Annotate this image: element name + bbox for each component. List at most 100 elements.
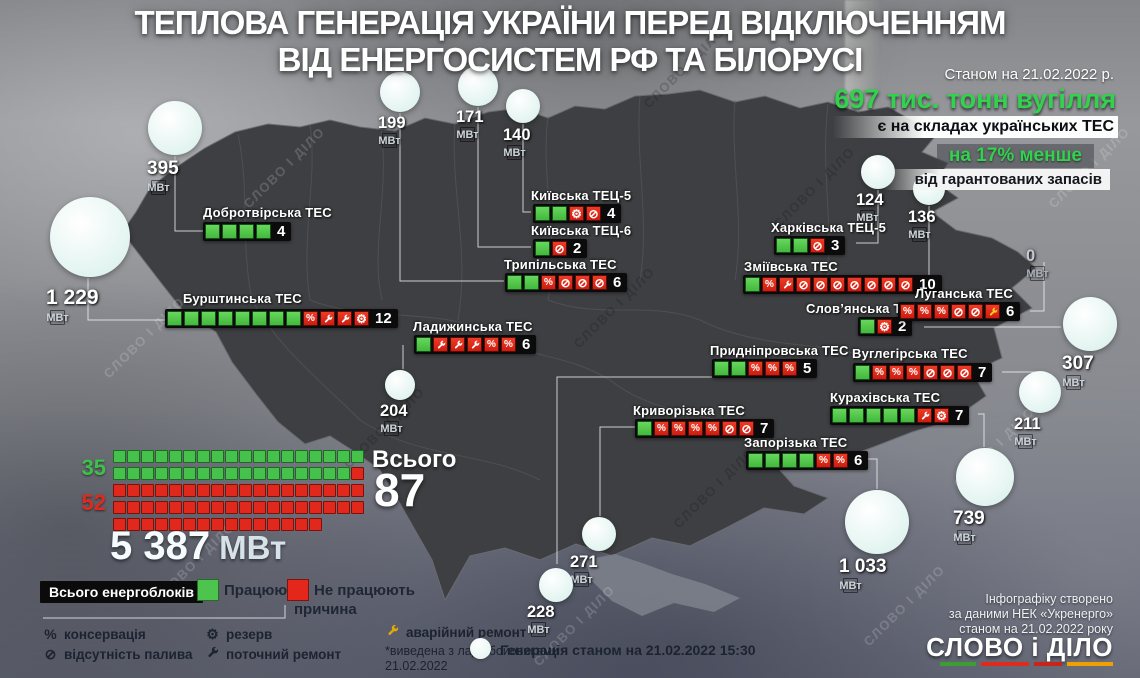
wrench-icon (205, 646, 220, 662)
summary-unit-not-working (183, 484, 196, 497)
generation-value: 395 МВт (147, 158, 179, 195)
percent-glyph: % (836, 454, 845, 466)
unit-cons-icon: % (833, 453, 848, 468)
summary-unit-not-working (225, 518, 238, 531)
no-fuel-label: відсутність палива (64, 647, 193, 662)
plant-name: Курахівська ТЕС (830, 390, 941, 405)
unit-working (748, 453, 763, 468)
unit-repair-icon (320, 311, 335, 326)
summary-capacity-unit: МВт (219, 529, 287, 566)
generation-value: 199 МВт (378, 114, 406, 148)
unit-fuel-icon: ⊘ (898, 277, 913, 292)
summary-unit-working (281, 467, 294, 480)
generation-circle (1019, 371, 1061, 413)
unit-cons-icon: % (934, 304, 949, 319)
summary-unit-not-working (253, 518, 266, 531)
unit-cons-icon: % (654, 421, 669, 436)
unit-working (205, 224, 220, 239)
unit-emergency-icon (985, 304, 1000, 319)
destroyed-date: 21.02.2022 (385, 659, 448, 673)
unit-working (201, 311, 216, 326)
unit-cons-icon: % (872, 365, 887, 380)
summary-unit-not-working (295, 484, 308, 497)
summary-unit-not-working (211, 501, 224, 514)
generation-unit: МВт (527, 622, 550, 637)
unit-fuel-icon: ⊘ (722, 421, 737, 436)
generation-number: 211 (1014, 415, 1041, 433)
summary-unit-not-working (281, 501, 294, 514)
wrench-icon (783, 280, 791, 288)
wrench-icon (989, 307, 997, 315)
summary-unit-working (169, 467, 182, 480)
summary-unit-not-working (197, 518, 210, 531)
no-fuel-glyph: ⊘ (815, 277, 826, 292)
gear-glyph: ⚙ (571, 206, 582, 221)
unit-working (184, 311, 199, 326)
percent-glyph: % (892, 366, 901, 378)
leader-line (43, 605, 286, 619)
summary-unit-not-working (183, 518, 196, 531)
generation-value: 171 МВт (456, 108, 484, 142)
unit-working (799, 453, 814, 468)
unit-working (218, 311, 233, 326)
unit-fuel-icon: ⊘ (552, 241, 567, 256)
summary-unit-working (267, 450, 280, 463)
unit-repair-icon (433, 337, 448, 352)
legend-emergency-repair: аварійний ремонт (385, 624, 526, 640)
no-fuel-glyph: ⊘ (560, 275, 571, 290)
unit-fuel-icon: ⊘ (881, 277, 896, 292)
unit-repair-icon (337, 311, 352, 326)
summary-unit-working (197, 450, 210, 463)
current-repair-label: поточний ремонт (226, 646, 342, 662)
no-fuel-glyph: ⊘ (970, 304, 981, 319)
generation-number: 739 (953, 508, 985, 529)
unit-working (416, 337, 431, 352)
percent-glyph: % (875, 366, 884, 378)
plant-name: Придніпровська ТЕС (710, 343, 849, 358)
summary-row (113, 484, 364, 497)
summary-unit-working (183, 450, 196, 463)
summary-unit-not-working (309, 484, 322, 497)
generation-unit: МВт (953, 530, 976, 545)
percent-glyph: % (544, 276, 553, 288)
generation-unit: МВт (503, 145, 526, 160)
generation-unit: МВт (378, 133, 401, 148)
summary-unit-working (113, 450, 126, 463)
unit-cons-icon: % (765, 361, 780, 376)
summary-unit-working (337, 450, 350, 463)
gear-glyph: ⚙ (356, 311, 367, 326)
summary-row (113, 518, 322, 531)
gear-glyph: ⚙ (936, 408, 947, 423)
coal-stock-caption: є на складах українських ТЕС (833, 116, 1118, 138)
unit-reserve-icon: ⚙ (877, 319, 892, 334)
no-fuel-glyph: ⊘ (959, 365, 970, 380)
summary-unit-not-working (295, 501, 308, 514)
summary-unit-not-working (211, 484, 224, 497)
generation-number: 271 (570, 553, 598, 571)
credit-line-1: Інфографіку створено (985, 592, 1113, 606)
conservation-label: консервація (64, 626, 146, 642)
unit-fuel-icon: ⊘ (575, 275, 590, 290)
crimea-shape (585, 554, 740, 616)
unit-repair-icon (467, 337, 482, 352)
unit-working (832, 408, 847, 423)
unit-fuel-icon: ⊘ (923, 365, 938, 380)
unit-working (269, 311, 284, 326)
summary-unit-working (239, 450, 252, 463)
generation-circle (539, 568, 573, 602)
unit-fuel-icon: ⊘ (968, 304, 983, 319)
plant-unit-count: 3 (831, 237, 840, 254)
summary-unit-not-working (239, 484, 252, 497)
reserve-icon: ⚙ (206, 626, 219, 642)
summary-unit-not-working (169, 518, 182, 531)
percent-glyph: % (819, 454, 828, 466)
percent-glyph: % (937, 305, 946, 317)
generation-value: 1 229 МВт (46, 286, 99, 325)
generation-value: 0 МВт (1026, 247, 1049, 281)
plant-name: Луганська ТЕС (915, 286, 1014, 301)
generation-legend-circle (470, 638, 491, 659)
generation-circle (506, 89, 540, 123)
no-fuel-glyph: ⊘ (883, 277, 894, 292)
summary-unit-not-working (267, 518, 280, 531)
unit-cons-icon: % (889, 365, 904, 380)
